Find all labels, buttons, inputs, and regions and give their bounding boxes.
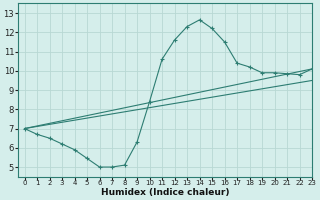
X-axis label: Humidex (Indice chaleur): Humidex (Indice chaleur) — [101, 188, 229, 197]
